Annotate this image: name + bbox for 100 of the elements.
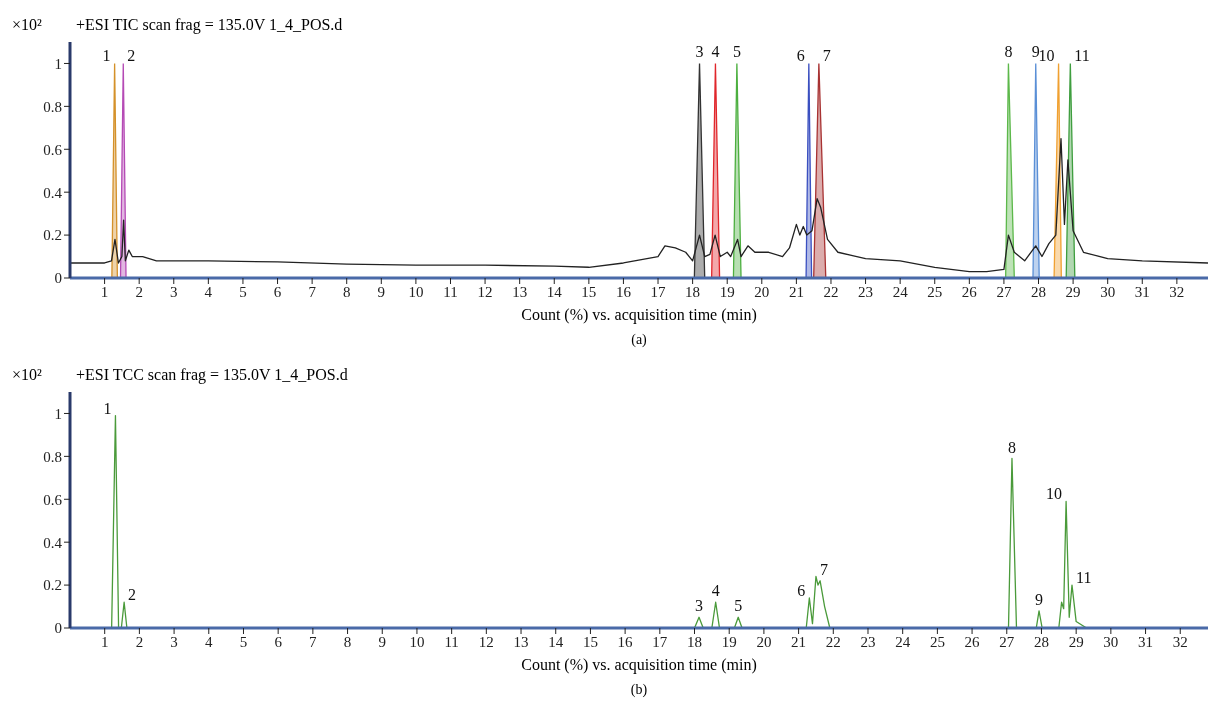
annotation: 8 — [1004, 43, 1013, 61]
y-tick-label: 0.2 — [43, 227, 62, 244]
x-tick-label: 29 — [1068, 633, 1084, 650]
x-tick-label: 15 — [582, 633, 598, 650]
x-tick-label: 12 — [478, 633, 494, 650]
x-tick-label: 5 — [239, 283, 247, 300]
x-tick-label: 25 — [929, 633, 945, 650]
x-tick-label: 7 — [308, 283, 317, 300]
x-axis-title: Count (%) vs. acquisition time (min) — [520, 656, 758, 674]
x-tick-label: 21 — [791, 633, 807, 650]
x-tick-label: 6 — [274, 633, 283, 650]
x-tick-label: 29 — [1065, 283, 1081, 300]
y-tick-label: 0.4 — [43, 184, 63, 201]
x-tick-label: 20 — [754, 283, 770, 300]
annotation: 1 — [103, 399, 112, 417]
chart-title: +ESI TIC scan frag = 135.0V 1_4_POS.d — [76, 16, 343, 34]
x-tick-label: 30 — [1100, 283, 1116, 300]
annotation: 6 — [797, 581, 806, 599]
annotation: 1 — [102, 47, 111, 65]
annotation: 7 — [822, 47, 831, 65]
x-tick-label: 21 — [788, 283, 804, 300]
x-tick-label: 23 — [858, 283, 874, 300]
x-tick-label: 3 — [170, 633, 178, 650]
x-tick-label: 20 — [756, 633, 772, 650]
x-tick-label: 17 — [652, 633, 668, 650]
y-axis-title: ×10² — [12, 366, 42, 384]
annotation: 6 — [796, 47, 805, 65]
chart-title: +ESI TCC scan frag = 135.0V 1_4_POS.d — [76, 366, 348, 384]
annotation: 11 — [1074, 47, 1090, 65]
x-tick-label: 15 — [581, 283, 597, 300]
x-tick-label: 26 — [961, 283, 978, 300]
x-tick-label: 1 — [100, 283, 109, 300]
x-tick-label: 5 — [239, 633, 248, 650]
x-tick-label: 18 — [685, 283, 701, 300]
annotation: 8 — [1007, 438, 1016, 456]
x-tick-label: 28 — [1031, 283, 1047, 300]
y-tick-label: 0 — [54, 270, 62, 287]
x-tick-label: 1 — [100, 633, 109, 650]
y-tick-label: 0.6 — [43, 491, 63, 508]
x-tick-label: 24 — [892, 283, 909, 300]
x-tick-label: 26 — [964, 633, 981, 650]
x-tick-label: 2 — [135, 283, 143, 300]
x-tick-label: 25 — [927, 283, 943, 300]
x-tick-label: 19 — [721, 633, 737, 650]
x-tick-label: 13 — [512, 283, 528, 300]
x-tick-label: 16 — [615, 283, 632, 300]
annotation: 3 — [695, 597, 704, 615]
y-tick-label: 1 — [54, 405, 62, 422]
annotation: 5 — [732, 43, 741, 61]
y-axis-title: ×10² — [12, 16, 42, 34]
annotation: 11 — [1076, 569, 1092, 587]
x-tick-label: 16 — [617, 633, 634, 650]
x-tick-label: 17 — [650, 283, 667, 300]
x-tick-label: 3 — [170, 283, 178, 300]
y-tick-label: 1 — [54, 55, 62, 72]
x-tick-label: 18 — [687, 633, 703, 650]
x-tick-label: 14 — [546, 283, 563, 300]
x-tick-label: 30 — [1103, 633, 1119, 650]
x-tick-label: 22 — [825, 633, 841, 650]
text: (a) — [630, 332, 648, 348]
x-tick-label: 8 — [343, 633, 352, 650]
x-tick-label: 24 — [895, 633, 911, 650]
y-tick-label: 0.6 — [43, 141, 63, 158]
annotation: 2 — [128, 586, 137, 604]
x-tick-label: 12 — [477, 283, 493, 300]
x-tick-label: 10 — [409, 633, 425, 650]
x-tick-label: 32 — [1169, 283, 1185, 300]
annotation: 7 — [819, 560, 828, 578]
annotation: 9 — [1035, 590, 1044, 608]
annotation: 2 — [127, 47, 136, 65]
y-tick-label: 0.8 — [43, 448, 62, 465]
x-tick-label: 13 — [513, 633, 529, 650]
x-tick-label: 22 — [823, 283, 839, 300]
x-tick-label: 11 — [443, 283, 458, 300]
x-tick-label: 27 — [999, 633, 1015, 650]
x-tick-label: 7 — [309, 633, 318, 650]
annotation: 9 — [1031, 43, 1040, 61]
x-tick-label: 4 — [205, 633, 214, 650]
annotation: 5 — [734, 597, 743, 615]
x-tick-label: 31 — [1138, 633, 1154, 650]
x-tick-label: 4 — [204, 283, 213, 300]
x-tick-label: 23 — [860, 633, 876, 650]
x-tick-label: 28 — [1033, 633, 1049, 650]
x-tick-label: 27 — [996, 283, 1012, 300]
line-series — [70, 137, 1208, 273]
x-tick-label: 6 — [273, 283, 282, 300]
y-tick-label: 0.2 — [43, 577, 62, 594]
x-tick-label: 2 — [135, 633, 144, 650]
x-tick-label: 19 — [719, 283, 735, 300]
x-tick-label: 14 — [548, 633, 564, 650]
x-tick-label: 10 — [408, 283, 424, 300]
x-tick-label: 8 — [342, 283, 351, 300]
annotation: 4 — [711, 582, 720, 600]
x-tick-label: 11 — [444, 633, 459, 650]
x-tick-label: 9 — [378, 633, 387, 650]
x-axis-title: Count (%) vs. acquisition time (min) — [520, 306, 758, 324]
annotation: 10 — [1046, 485, 1063, 503]
annotation: 3 — [695, 43, 704, 61]
x-tick-label: 9 — [377, 283, 386, 300]
annotation: 4 — [711, 43, 720, 61]
